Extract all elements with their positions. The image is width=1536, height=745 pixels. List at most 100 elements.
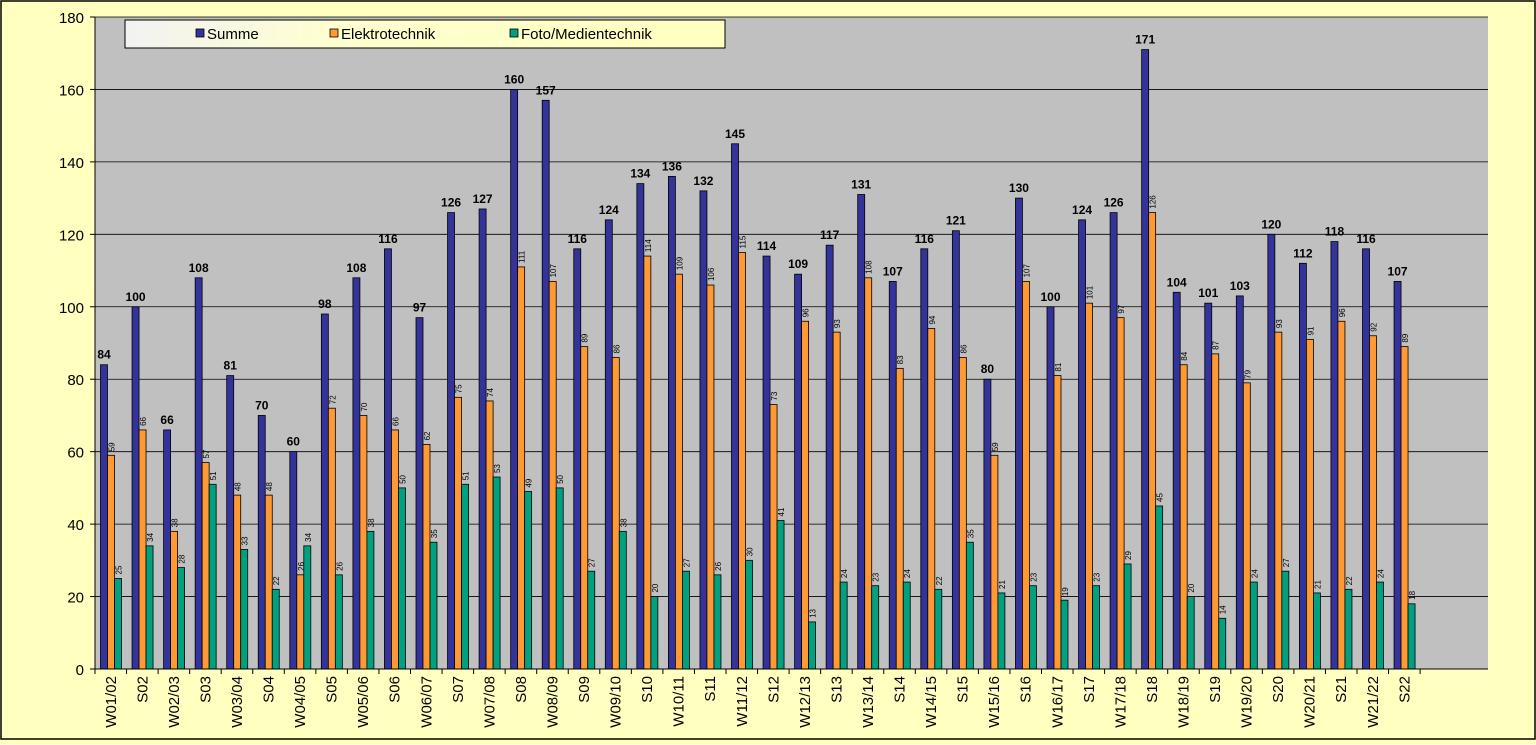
bar-summe [699, 190, 708, 670]
data-label-summe: 112 [1293, 246, 1313, 260]
data-label-foto-medientechnik: 30 [746, 547, 755, 556]
x-tick-label: S05 [324, 676, 341, 703]
data-label-elektrotechnik: 57 [202, 449, 211, 458]
data-label-elektrotechnik: 26 [297, 561, 306, 570]
bar-summe [289, 451, 298, 670]
data-label-elektrotechnik: 72 [328, 395, 337, 404]
data-label-summe: 126 [441, 196, 461, 210]
bar-foto-medientechnik [1092, 585, 1100, 670]
bar-foto-medientechnik [871, 585, 880, 670]
bar-labels: 84 59 25 100 66 34 66 38 28 108 57 51 81 48 33 70 48 22 60… [97, 33, 1417, 618]
bar-elektrotechnik [738, 252, 746, 670]
bar-summe [1172, 291, 1181, 670]
x-tick-label: W15/16 [986, 676, 1003, 728]
y-tick-label: 60 [67, 445, 84, 462]
bar-foto-medientechnik [1060, 599, 1069, 670]
x-tick-label: S06 [387, 676, 404, 703]
bar-foto-medientechnik [366, 530, 375, 670]
x-tick-label: S12 [765, 676, 782, 703]
data-label-elektrotechnik: 66 [139, 416, 148, 425]
bar-summe [731, 143, 739, 670]
data-label-summe: 84 [97, 348, 111, 362]
x-tick-label: W20/21 [1302, 676, 1319, 728]
data-label-foto-medientechnik: 23 [1029, 572, 1038, 581]
bar-foto-medientechnik [1186, 596, 1195, 670]
x-tick-label: W02/03 [166, 676, 183, 728]
data-label-elektrotechnik: 107 [549, 264, 558, 278]
x-tick-label: W11/12 [734, 676, 751, 727]
data-label-summe: 131 [851, 177, 871, 191]
bar-foto-medientechnik [208, 483, 217, 670]
x-tick-label: W05/06 [355, 676, 372, 728]
data-label-summe: 121 [946, 214, 966, 228]
data-label-summe: 132 [693, 174, 713, 188]
bar-elektrotechnik [832, 331, 841, 670]
data-label-elektrotechnik: 79 [1243, 369, 1252, 378]
bar-foto-medientechnik [1249, 581, 1258, 670]
data-label-elektrotechnik: 48 [265, 482, 274, 491]
bar-elektrotechnik [801, 320, 809, 670]
data-label-elektrotechnik: 84 [1180, 351, 1189, 360]
bar-foto-medientechnik [934, 588, 943, 670]
x-tick-label: W18/19 [1175, 676, 1192, 728]
x-tick-label: S19 [1207, 676, 1224, 703]
bar-elektrotechnik [1337, 320, 1346, 670]
data-label-foto-medientechnik: 24 [1250, 569, 1259, 578]
data-label-elektrotechnik: 94 [928, 315, 937, 324]
data-label-foto-medientechnik: 27 [588, 558, 597, 567]
x-tick-label: W08/09 [544, 676, 561, 728]
data-label-foto-medientechnik: 26 [714, 561, 723, 570]
data-label-elektrotechnik: 109 [675, 256, 684, 270]
bar-elektrotechnik [611, 357, 620, 670]
bar-elektrotechnik [138, 429, 147, 670]
bar-elektrotechnik [643, 255, 652, 670]
bar-summe [762, 255, 771, 670]
bar-summe [226, 375, 235, 670]
bar-foto-medientechnik [650, 596, 659, 670]
data-label-elektrotechnik: 81 [1054, 362, 1063, 371]
bar-elektrotechnik [1274, 331, 1283, 670]
data-label-summe: 107 [883, 264, 903, 278]
data-label-elektrotechnik: 59 [991, 442, 1000, 451]
data-label-foto-medientechnik: 41 [777, 507, 786, 516]
data-label-summe: 107 [1388, 264, 1408, 278]
bar-foto-medientechnik [524, 491, 533, 670]
bar-summe [510, 89, 519, 670]
bar-foto-medientechnik [177, 567, 186, 670]
y-tick-label: 160 [59, 82, 84, 99]
x-axis: W01/02 S02 W02/03 S03 W03/04 S04 W04/05 S05 W05/… [94, 668, 1488, 728]
bar-elektrotechnik [359, 415, 368, 670]
x-tick-label: W16/17 [1049, 676, 1066, 728]
bar-elektrotechnik [264, 494, 273, 670]
x-tick-label: W01/02 [103, 676, 120, 728]
bar-foto-medientechnik [1123, 563, 1132, 670]
bar-elektrotechnik [706, 284, 715, 670]
bar-elektrotechnik [1116, 317, 1125, 670]
y-tick-label: 100 [59, 300, 84, 317]
bar-elektrotechnik [107, 454, 115, 670]
data-label-summe: 124 [1072, 203, 1092, 217]
bar-elektrotechnik [1211, 353, 1220, 670]
data-label-elektrotechnik: 93 [833, 319, 842, 328]
x-tick-label: W07/08 [481, 676, 498, 728]
data-label-summe: 100 [126, 290, 146, 304]
bar-summe [1141, 49, 1150, 670]
bar-summe [1299, 262, 1307, 670]
bar-summe [825, 244, 834, 670]
bar-foto-medientechnik [271, 588, 280, 670]
x-tick-label: S03 [197, 676, 214, 703]
y-tick-label: 20 [67, 590, 84, 607]
data-label-foto-medientechnik: 45 [1156, 493, 1165, 502]
data-label-summe: 70 [255, 398, 269, 412]
y-tick-label: 80 [67, 372, 84, 389]
bar-foto-medientechnik [839, 581, 848, 670]
x-tick-label: S16 [1018, 676, 1035, 703]
bar-summe [668, 175, 676, 670]
data-label-foto-medientechnik: 13 [809, 608, 818, 617]
bar-elektrotechnik [1242, 382, 1251, 670]
bar-elektrotechnik [1085, 302, 1093, 670]
data-label-elektrotechnik: 38 [171, 518, 180, 527]
bar-foto-medientechnik [334, 574, 343, 670]
bar-elektrotechnik [233, 494, 242, 670]
legend: Summe Elektrotechnik Foto/Medientechnik [124, 19, 726, 49]
